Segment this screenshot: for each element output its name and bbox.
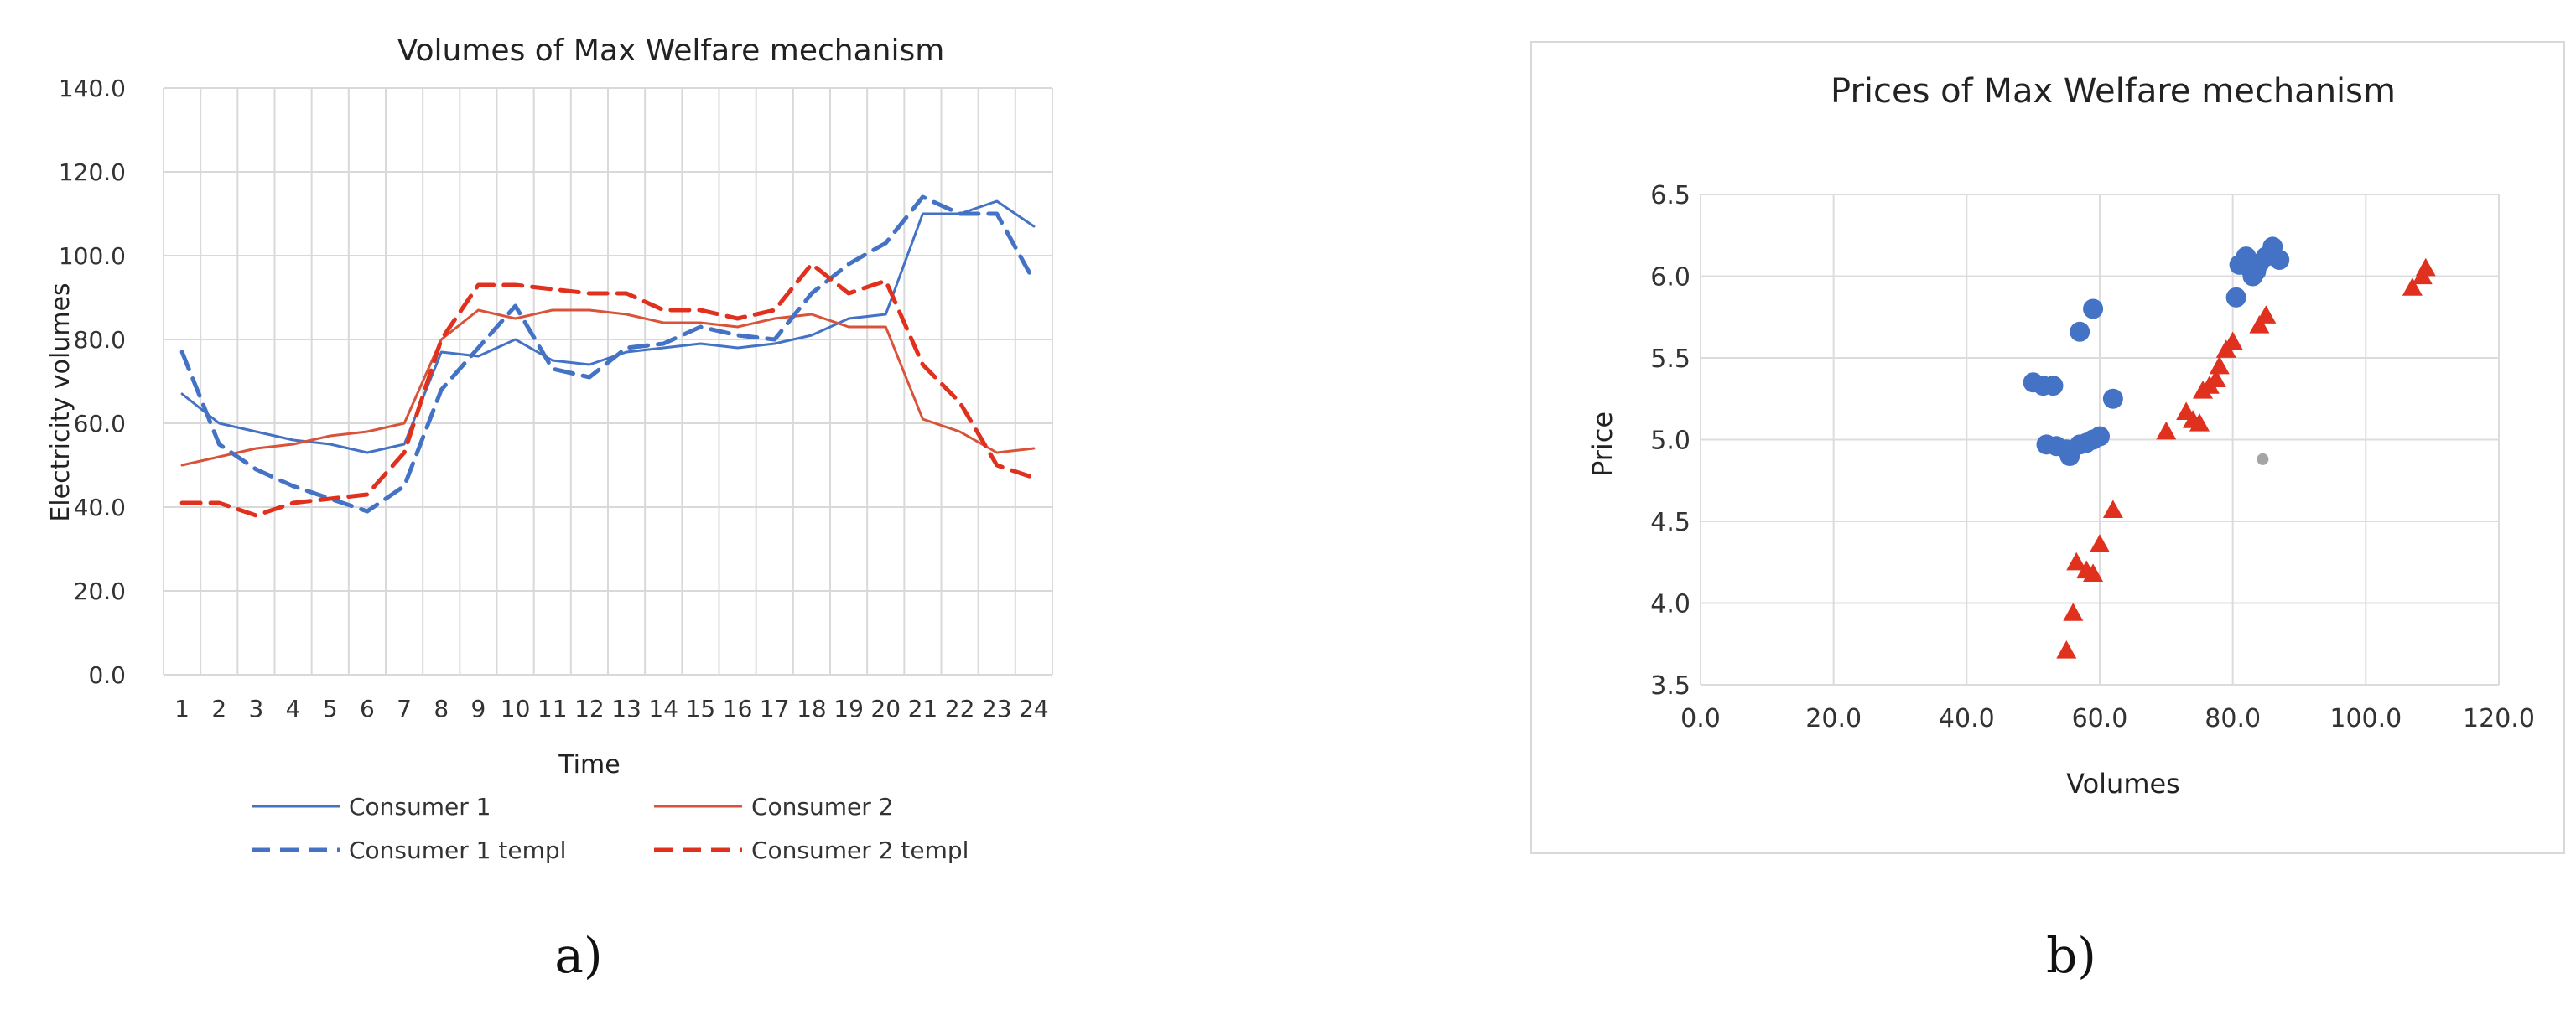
- chart-a-x-tick-label: 8: [434, 695, 449, 723]
- chart-a-series-line-4: [179, 262, 1036, 518]
- legend-label-consumer-2-templ: Consumer 2 templ: [751, 836, 969, 864]
- chart-b-points: [2023, 236, 2436, 659]
- scatter-point-triangle: [2056, 640, 2077, 659]
- chart-a-x-tick-label: 10: [501, 695, 531, 723]
- chart-b-x-tick-label: 100.0: [2329, 704, 2402, 733]
- chart-b-y-tick-label: 5.5: [1650, 344, 1690, 374]
- chart-a-x-tick-label: 5: [323, 695, 338, 723]
- chart-b-x-tick-label: 0.0: [1680, 704, 1721, 733]
- chart-a-y-tick-label: 0.0: [88, 661, 126, 689]
- legend-label-consumer-1: Consumer 1: [349, 793, 491, 821]
- chart-b-y-axis-label: Price: [1587, 412, 1618, 477]
- chart-a-x-tick-label: 16: [723, 695, 753, 723]
- scatter-point-triangle: [2063, 603, 2084, 621]
- caption-a: a): [554, 927, 602, 984]
- chart-b-y-tick-label: 6.5: [1650, 181, 1690, 210]
- chart-a-legend: Consumer 1 Consumer 2 Consumer 1 templ C…: [252, 793, 969, 864]
- chart-a-x-tick-label: 23: [982, 695, 1012, 723]
- chart-a-x-tick-label: 17: [760, 695, 790, 723]
- chart-a-x-tick-label: 22: [945, 695, 975, 723]
- scatter-point-circle: [2102, 388, 2123, 409]
- chart-a-x-tick-label: 6: [360, 695, 375, 723]
- chart-a-y-axis-label: Electricity volumes: [46, 282, 75, 521]
- chart-a-x-tick-label: 7: [397, 695, 412, 723]
- chart-a-series-line-2: [180, 308, 1036, 467]
- scatter-point-triangle: [2209, 355, 2230, 375]
- chart-a-title: Volumes of Max Welfare mechanism: [397, 34, 945, 68]
- chart-a-x-tick-label: 1: [174, 695, 190, 723]
- volumes-line-chart: Volumes of Max Welfare mechanism 0.020.0…: [46, 34, 1053, 864]
- chart-a-y-tick-label: 80.0: [74, 326, 126, 354]
- chart-a-y-tick-labels: 0.0 20.0 40.0 60.0 80.0 100.0 120.0 140.0: [59, 75, 126, 689]
- legend-label-consumer-1-templ: Consumer 1 templ: [349, 836, 566, 864]
- chart-a-x-tick-label: 21: [908, 695, 938, 723]
- chart-a-x-tick-label: 14: [648, 695, 678, 723]
- scatter-point-circle: [2225, 287, 2246, 308]
- chart-a-y-tick-label: 60.0: [74, 410, 126, 438]
- chart-a-x-tick-label: 19: [834, 695, 864, 723]
- chart-a-y-tick-label: 20.0: [74, 578, 126, 605]
- scatter-point-triangle: [2256, 305, 2277, 324]
- chart-b-x-tick-label: 120.0: [2463, 704, 2535, 733]
- scatter-point-triangle: [2156, 421, 2177, 440]
- scatter-point-triangle: [2205, 369, 2226, 387]
- caption-b: b): [2046, 927, 2096, 984]
- scatter-point-circle: [2083, 298, 2104, 319]
- chart-a-gridlines: [163, 87, 1053, 676]
- scatter-point-triangle: [2066, 552, 2087, 571]
- chart-b-x-tick-label: 80.0: [2205, 704, 2261, 733]
- scatter-point-circle: [2070, 321, 2090, 342]
- chart-a-y-tick-label: 100.0: [59, 242, 126, 270]
- scatter-point-triangle: [2102, 500, 2123, 518]
- chart-a-x-axis-label: Time: [558, 750, 620, 780]
- scatter-point-circle: [2043, 376, 2064, 396]
- chart-a-x-tick-label: 9: [471, 695, 486, 723]
- scatter-point-triangle: [2189, 413, 2210, 432]
- chart-b-x-tick-label: 40.0: [1939, 704, 1995, 733]
- chart-a-y-tick-label: 120.0: [59, 158, 126, 186]
- chart-a-x-tick-label: 4: [286, 695, 301, 723]
- chart-a-x-tick-label: 11: [538, 695, 568, 723]
- chart-a-y-tick-label: 40.0: [74, 494, 126, 521]
- chart-a-x-tick-label: 13: [611, 695, 641, 723]
- scatter-point-triangle: [2083, 563, 2104, 582]
- chart-a-y-tick-label: 140.0: [59, 75, 126, 102]
- chart-a-x-tick-label: 15: [686, 695, 716, 723]
- chart-a-x-tick-label: 3: [249, 695, 264, 723]
- chart-b-x-axis-label: Volumes: [2066, 768, 2180, 800]
- chart-b-y-tick-label: 4.0: [1650, 590, 1690, 619]
- legend-label-consumer-2: Consumer 2: [751, 793, 894, 821]
- chart-b-title: Prices of Max Welfare mechanism: [1831, 72, 2396, 111]
- chart-b-y-tick-label: 4.5: [1650, 508, 1690, 537]
- scatter-point-triangle: [2402, 277, 2423, 296]
- scatter-point-circle: [2090, 426, 2110, 447]
- prices-scatter-chart: Prices of Max Welfare mechanism 3.5 4.0 4.…: [1530, 41, 2565, 854]
- scatter-point-triangle: [2415, 257, 2436, 277]
- chart-b-x-tick-labels: 0.0 20.0 40.0 60.0 80.0 100.0 120.0: [1680, 704, 2535, 733]
- chart-b-y-tick-label: 3.5: [1650, 671, 1690, 701]
- chart-a-x-tick-label: 20: [870, 695, 901, 723]
- scatter-point-triangle: [2090, 534, 2110, 552]
- chart-b-y-tick-label: 5.0: [1650, 427, 1690, 456]
- scatter-point-circle: [2246, 261, 2267, 282]
- chart-b-y-tick-label: 6.0: [1650, 263, 1690, 293]
- scatter-point-triangle: [2249, 315, 2270, 334]
- chart-a-series-lines: [179, 194, 1036, 518]
- scatter-point-circle: [2269, 250, 2290, 270]
- chart-b-x-tick-label: 20.0: [1805, 704, 1862, 733]
- chart-a-x-tick-label: 12: [574, 695, 605, 723]
- chart-a-x-tick-label: 24: [1019, 695, 1049, 723]
- chart-a-x-tick-label: 18: [797, 695, 827, 723]
- scatter-point-triangle: [2222, 331, 2243, 350]
- chart-a-series-line-3: [179, 194, 1036, 514]
- chart-a-x-tick-labels: 1 2 3 4 5 6 7 8 9 10 11 12 13 14 15 16 17 18 19 20 21 22 23 24: [174, 695, 1049, 723]
- chart-b-y-tick-labels: 3.5 4.0 4.5 5.0 5.5 6.0 6.5: [1650, 181, 1690, 701]
- chart-b-x-tick-label: 60.0: [2072, 704, 2128, 733]
- scatter-point-circle: [2257, 453, 2269, 465]
- chart-a-x-tick-label: 2: [211, 695, 226, 723]
